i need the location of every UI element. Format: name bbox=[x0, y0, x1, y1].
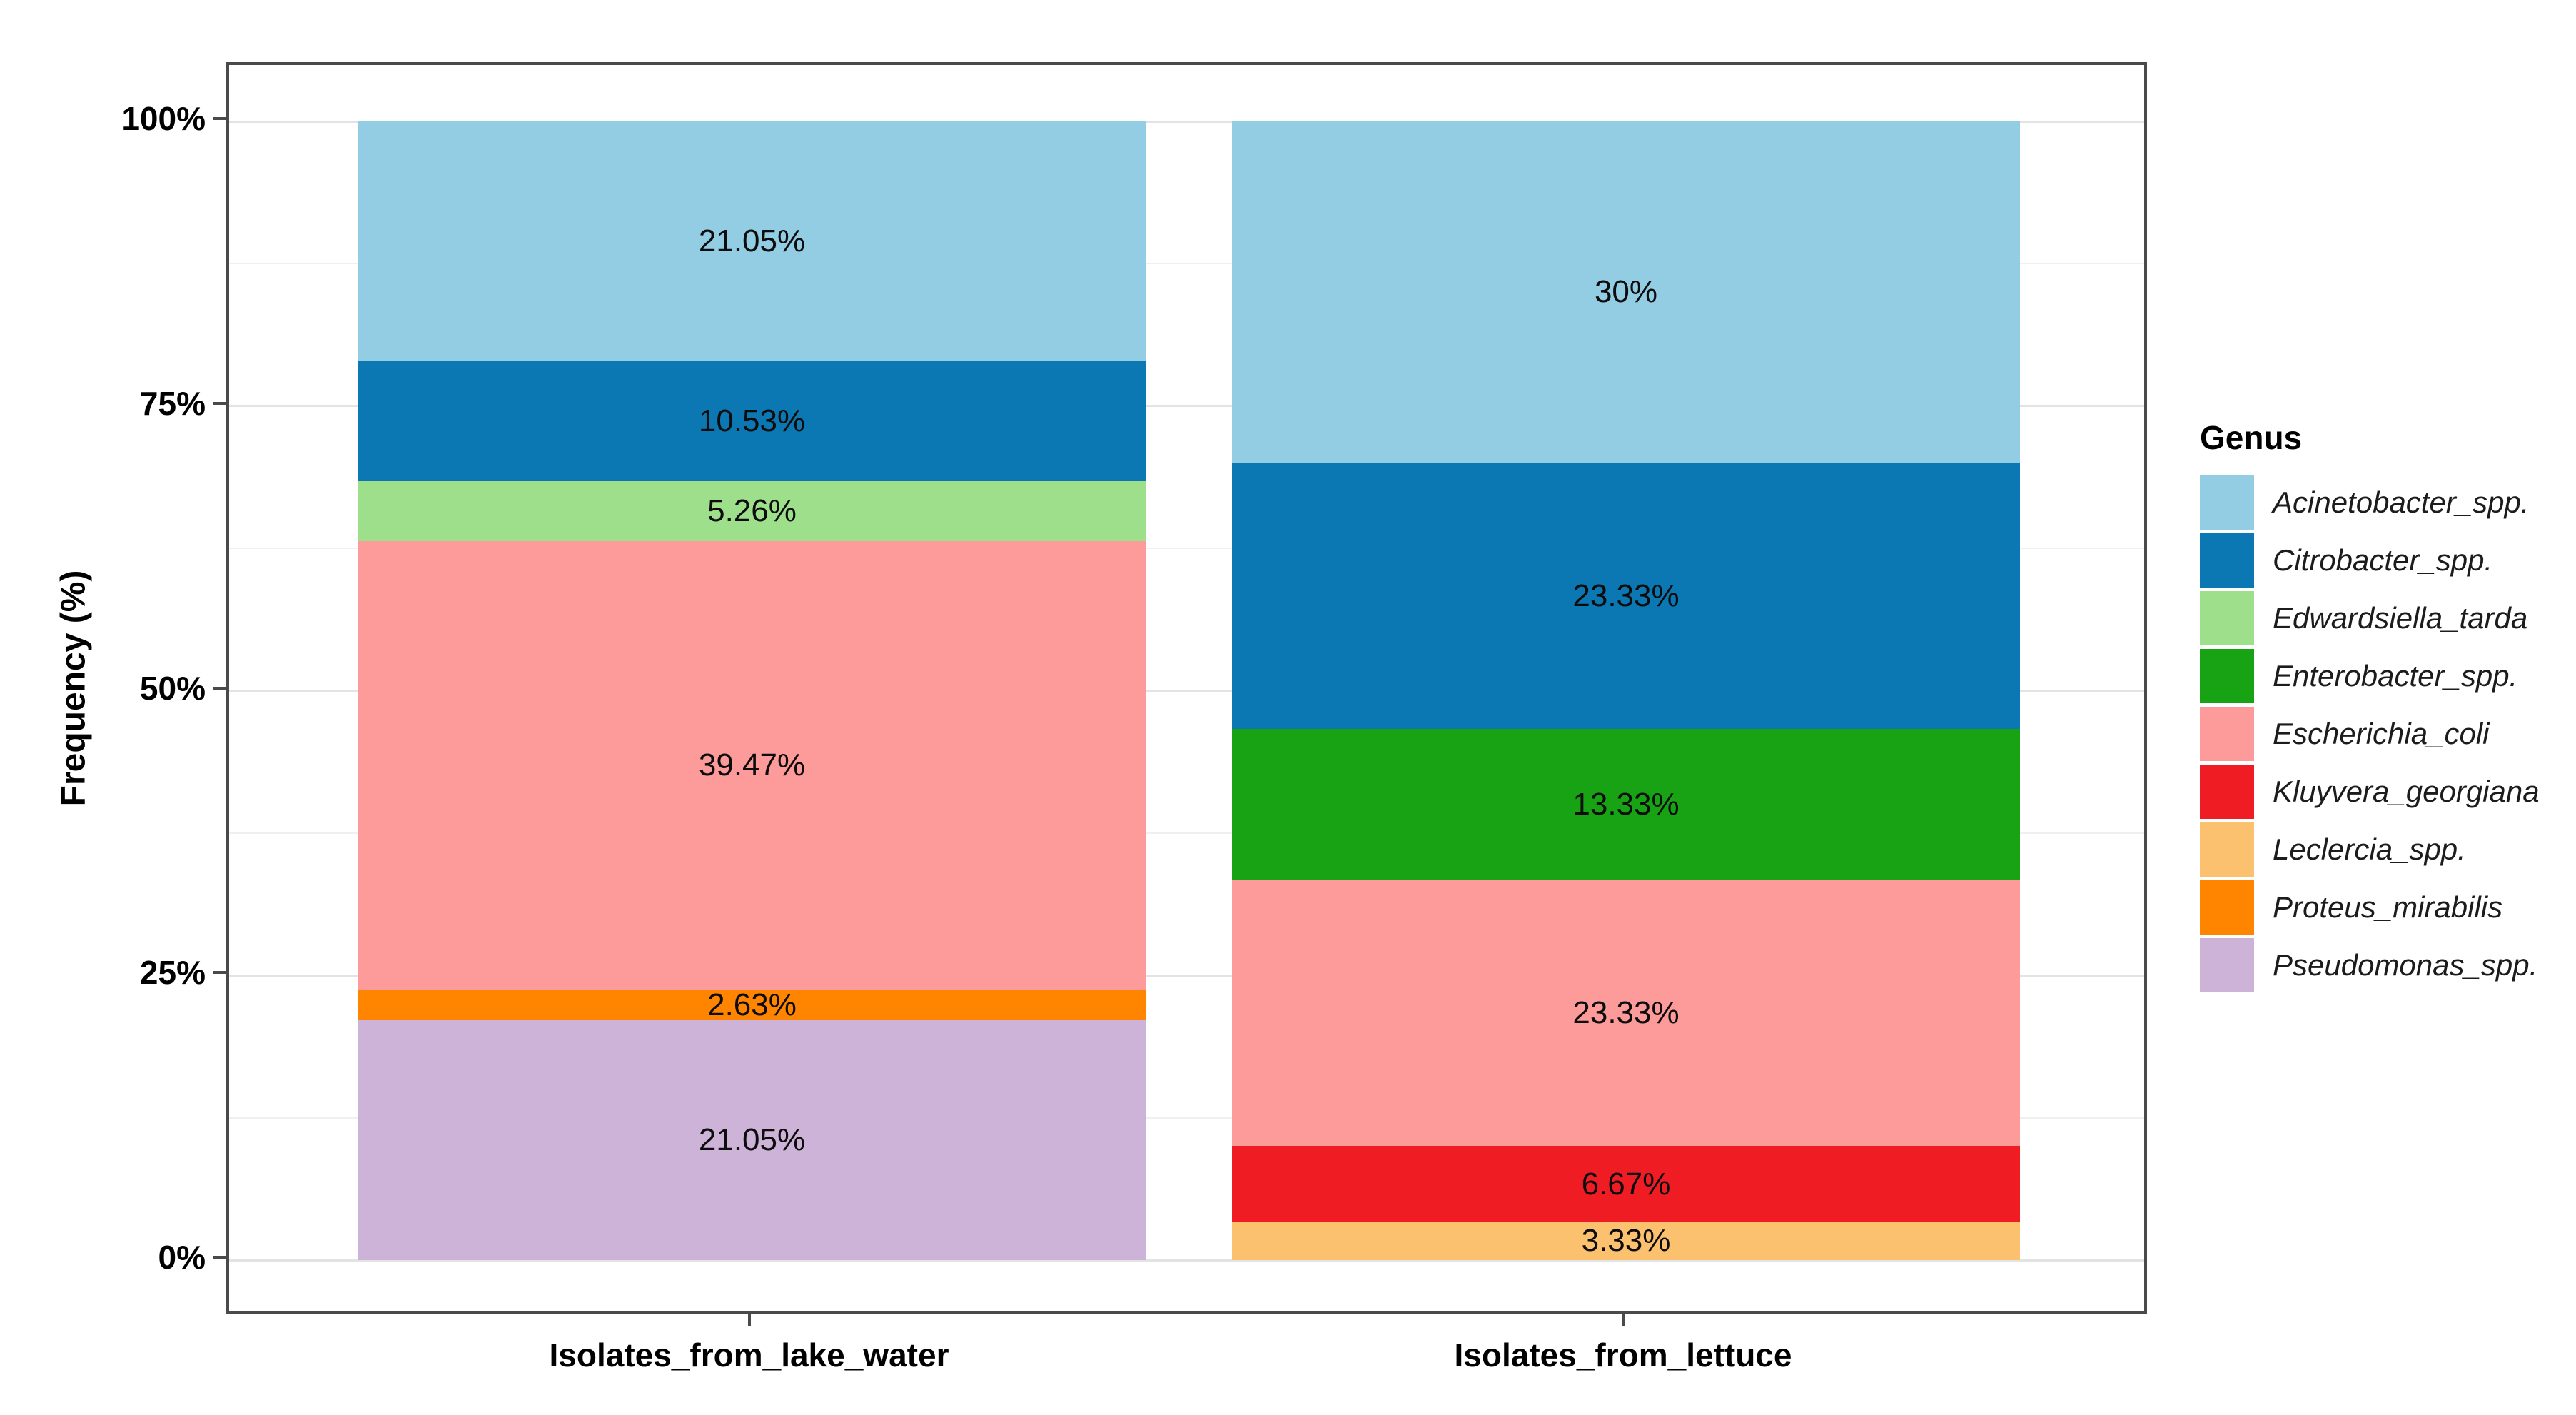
y-axis-tick-label: 100% bbox=[121, 100, 206, 137]
legend-key-swatch bbox=[2200, 649, 2254, 703]
legend-title: Genus bbox=[2200, 419, 2303, 456]
x-axis-tick bbox=[747, 1314, 751, 1326]
gridline-minor bbox=[229, 548, 2144, 550]
legend-key-swatch bbox=[2200, 938, 2254, 992]
legend-item: Escherichia_coli bbox=[2200, 707, 2540, 761]
y-axis-tick bbox=[213, 401, 226, 405]
gridline-minor bbox=[229, 832, 2144, 834]
legend-label: Leclercia_spp. bbox=[2273, 832, 2466, 866]
gridline-major bbox=[229, 974, 2144, 977]
y-axis-tick-label: 50% bbox=[139, 669, 206, 707]
legend-item: Enterobacter_spp. bbox=[2200, 649, 2540, 703]
legend-items: Acinetobacter_spp. Citrobacter_spp. Edward… bbox=[2200, 475, 2540, 992]
bar-segment bbox=[358, 121, 1146, 361]
y-axis-tick-label: 75% bbox=[139, 384, 206, 422]
legend-label: Citrobacter_spp. bbox=[2273, 543, 2493, 577]
y-axis-tick bbox=[213, 971, 226, 975]
gridline-major bbox=[229, 405, 2144, 408]
legend-label: Kluyvera_georgiana bbox=[2273, 775, 2540, 808]
legend-label: Pseudomonas_spp. bbox=[2273, 948, 2538, 982]
legend-item: Citrobacter_spp. bbox=[2200, 533, 2540, 588]
gridline-major bbox=[229, 690, 2144, 692]
legend-key-swatch bbox=[2200, 822, 2254, 877]
legend-item: Acinetobacter_spp. bbox=[2200, 475, 2540, 530]
legend-key-swatch bbox=[2200, 533, 2254, 588]
gridline-minor bbox=[229, 1117, 2144, 1119]
legend-label: Edwardsiella_tarda bbox=[2273, 601, 2528, 635]
y-axis-tick bbox=[213, 1256, 226, 1259]
x-axis-tick bbox=[1622, 1314, 1625, 1326]
legend-key-swatch bbox=[2200, 765, 2254, 819]
legend-item: Kluyvera_georgiana bbox=[2200, 765, 2540, 819]
bar-segment bbox=[1232, 121, 2020, 463]
legend-key-swatch bbox=[2200, 475, 2254, 530]
legend-item: Proteus_mirabilis bbox=[2200, 880, 2540, 935]
legend: Genus Acinetobacter_spp. Citrobacter_spp.… bbox=[2200, 418, 2540, 996]
legend-item: Pseudomonas_spp. bbox=[2200, 938, 2540, 992]
legend-label: Proteus_mirabilis bbox=[2273, 890, 2503, 924]
legend-key-swatch bbox=[2200, 880, 2254, 935]
y-axis-tick-label: 25% bbox=[139, 954, 206, 992]
y-axis-tick bbox=[213, 117, 226, 120]
bar-segment bbox=[1232, 463, 2020, 729]
legend-key-swatch bbox=[2200, 707, 2254, 761]
bar-segment bbox=[1232, 1146, 2020, 1222]
gridline-minor bbox=[229, 263, 2144, 265]
legend-item: Edwardsiella_tarda bbox=[2200, 591, 2540, 645]
x-axis-tick-label: Isolates_from_lettuce bbox=[1454, 1336, 1792, 1374]
legend-key-swatch bbox=[2200, 591, 2254, 645]
legend-label: Enterobacter_spp. bbox=[2273, 659, 2518, 693]
bar-segment bbox=[1232, 1222, 2020, 1260]
bar-segment bbox=[358, 540, 1146, 991]
y-axis-tick-label: 0% bbox=[158, 1239, 206, 1276]
stacked-bar: 30% 23.33% 13.33% 23.33% 6.67% 3.33% bbox=[1232, 65, 2020, 1311]
x-axis-tick-label: Isolates_from_lake_water bbox=[549, 1336, 949, 1374]
bar-segment bbox=[358, 361, 1146, 481]
plot-panel: 21.05% 10.53% 5.26% 39.47% 2.63% 21.05% 30% 23.… bbox=[226, 62, 2147, 1314]
bar-segment bbox=[358, 990, 1146, 1021]
legend-item: Leclercia_spp. bbox=[2200, 822, 2540, 877]
gridline-major bbox=[229, 120, 2144, 123]
bar-segment bbox=[1232, 728, 2020, 881]
stacked-bar: 21.05% 10.53% 5.26% 39.47% 2.63% 21.05% bbox=[358, 65, 1146, 1311]
legend-label: Escherichia_coli bbox=[2273, 717, 2490, 750]
bar-segment bbox=[1232, 880, 2020, 1147]
legend-label: Acinetobacter_spp. bbox=[2273, 485, 2530, 519]
bar-segment bbox=[358, 1020, 1146, 1260]
bar-segment bbox=[358, 480, 1146, 541]
y-axis-tick bbox=[213, 686, 226, 690]
gridline-major bbox=[229, 1259, 2144, 1262]
